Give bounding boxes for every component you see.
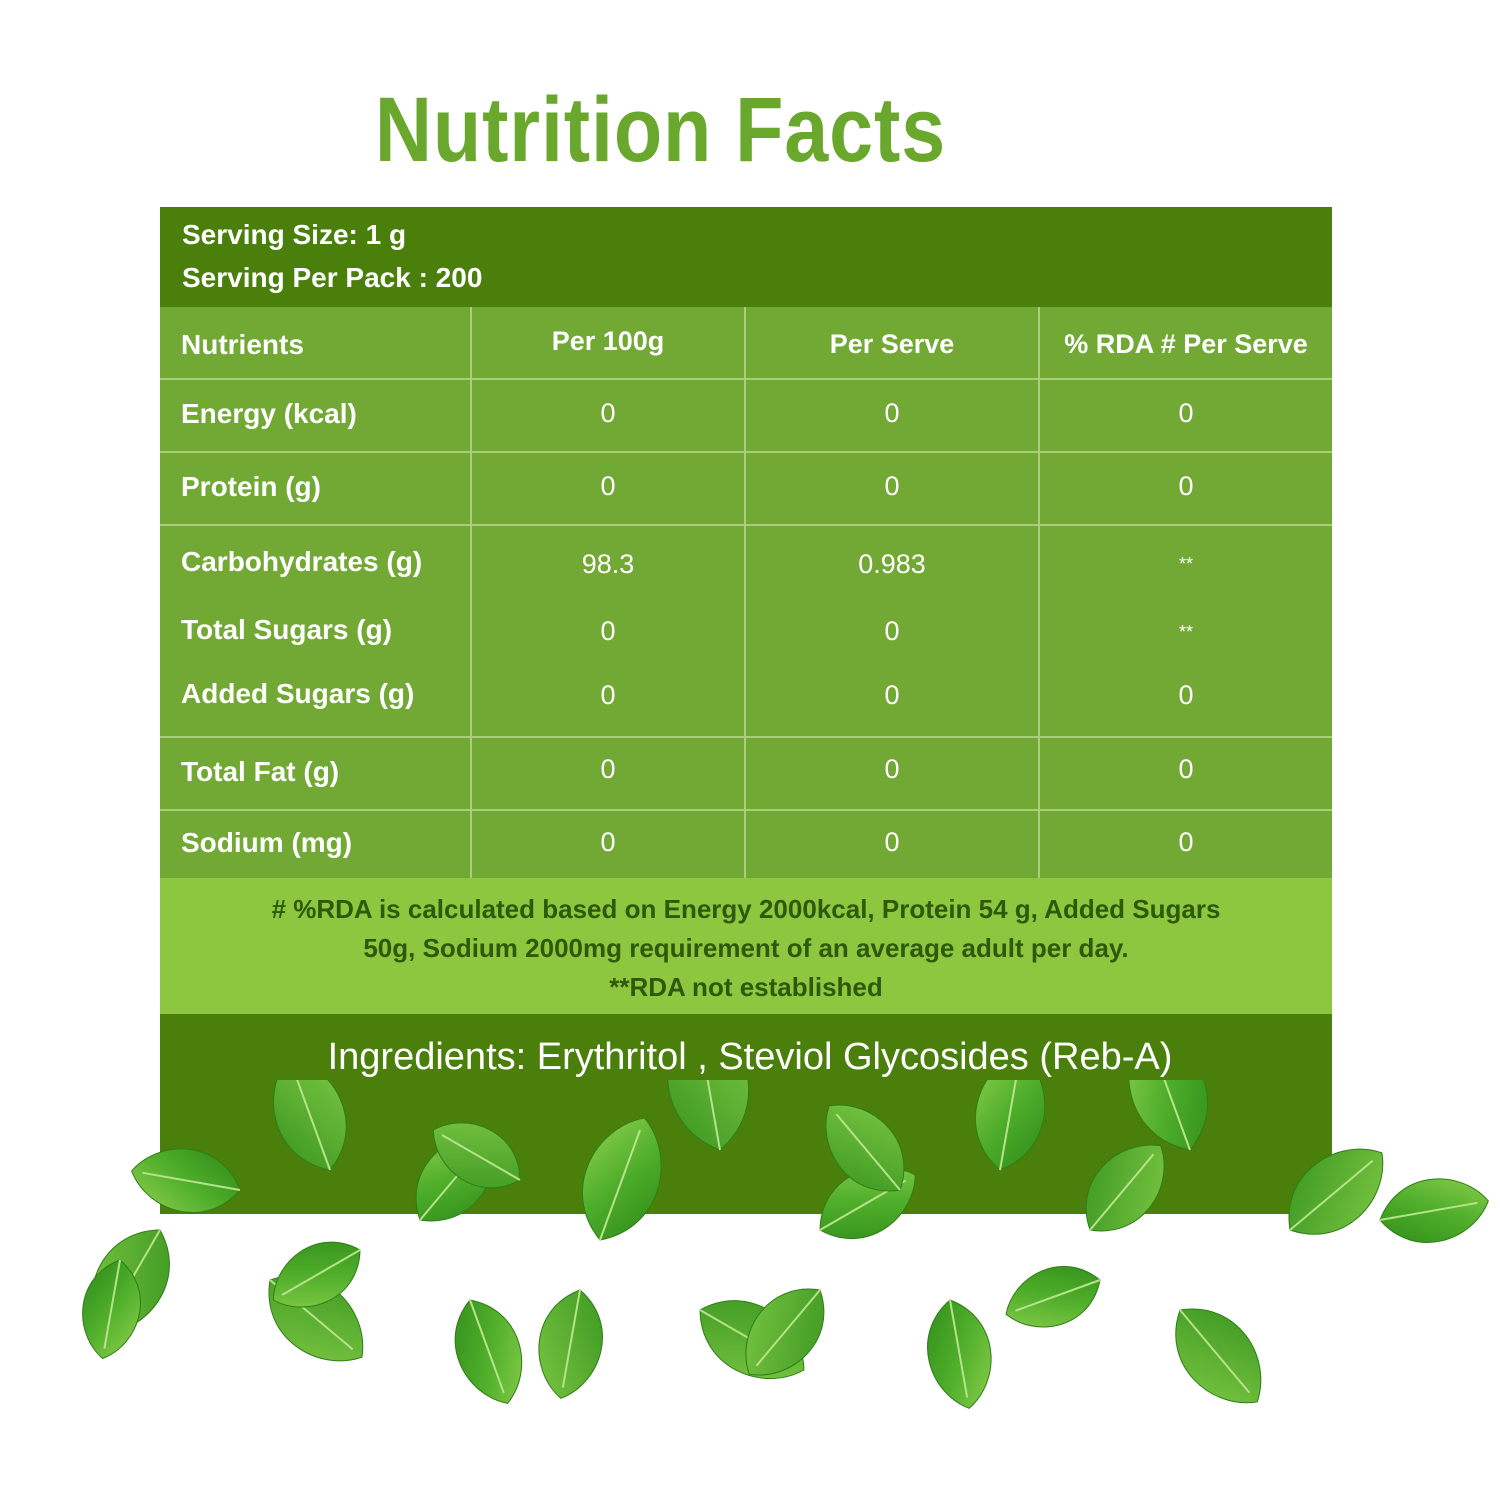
page-title: Nutrition Facts — [374, 79, 947, 181]
per-100g-value: 0 — [600, 680, 616, 710]
rda-value: 0 — [1178, 471, 1194, 501]
rda-value: 0 — [1178, 754, 1194, 784]
serving-size: Serving Size: 1 g — [182, 219, 407, 250]
leaf-vein — [1015, 1279, 1101, 1312]
leaf-vein — [142, 1171, 241, 1191]
per-serve-value: 0 — [884, 754, 900, 784]
leaf-vein — [697, 1080, 721, 1151]
rda-footnote: # %RDA is calculated based on Energy 200… — [160, 878, 1332, 1014]
ingredients-text: Ingredients: Erythritol , Steviol Glycos… — [327, 1036, 1173, 1078]
per-100g-value: 0 — [600, 827, 616, 857]
per-serve-value: 0.983 — [858, 549, 926, 579]
per-serve-value: 0 — [884, 616, 900, 646]
stevia-leaves-image — [82, 1080, 1489, 1409]
leaf-vein — [1289, 1159, 1374, 1231]
header-per-serve: Per Serve — [829, 329, 955, 359]
rda-value: 0 — [1178, 827, 1194, 857]
footnote-line: 50g, Sodium 2000mg requirement of an ave… — [363, 933, 1129, 963]
leaf-vein — [949, 1299, 969, 1398]
leaf-vein — [835, 1113, 901, 1191]
leaf-vein — [999, 1080, 1020, 1171]
leaf-vein — [441, 1134, 521, 1181]
serving-per-pack: Serving Per Pack : 200 — [182, 262, 483, 293]
leaf-vein — [599, 1129, 641, 1241]
table-row: Protein (g) 0 0 0 — [160, 451, 1332, 524]
nutrient-label: Protein (g) — [181, 471, 321, 502]
nutrient-label: Energy (kcal) — [181, 398, 357, 429]
leaf — [975, 1080, 1046, 1171]
leaf-vein — [281, 1249, 361, 1296]
leaf-vein — [755, 1289, 821, 1367]
header-rda: % RDA # Per Serve — [1064, 329, 1308, 359]
per-100g-value: 0 — [600, 754, 616, 784]
rda-value: 0 — [1178, 398, 1194, 428]
table-header-row: Nutrients Per 100g Per Serve % RDA # Per… — [160, 307, 1332, 378]
rda-value: ** — [1178, 554, 1193, 574]
serving-info: Serving Size: 1 g Serving Per Pack : 200 — [160, 207, 1332, 307]
per-100g-value: 0 — [600, 616, 616, 646]
leaf — [667, 1080, 750, 1151]
nutrient-label: Added Sugars (g) — [181, 678, 415, 709]
leaf-vein — [1089, 1153, 1155, 1231]
table-row: Sodium (mg) 0 0 0 — [160, 809, 1332, 882]
nutrient-label: Carbohydrates (g) — [181, 546, 423, 577]
nutrient-label: Total Fat (g) — [181, 756, 340, 787]
leaf-vein — [561, 1289, 581, 1388]
table-row-carbohydrates-group: Carbohydrates (g) Total Sugars (g) Added… — [160, 524, 1332, 736]
nutrient-label: Total Sugars (g) — [181, 614, 393, 645]
leaf-vein — [103, 1259, 121, 1349]
per-serve-value: 0 — [884, 398, 900, 428]
per-serve-value: 0 — [884, 471, 900, 501]
per-100g-value: 0 — [600, 471, 616, 501]
table-row: Energy (kcal) 0 0 0 — [160, 378, 1332, 451]
leaf-vein — [469, 1299, 505, 1394]
footnote-line: # %RDA is calculated based on Energy 200… — [271, 894, 1221, 924]
header-nutrients: Nutrients — [181, 329, 304, 360]
leaf — [1175, 1308, 1262, 1404]
rda-value: 0 — [1178, 680, 1194, 710]
leaf-vein — [292, 1080, 331, 1171]
nutrient-label: Sodium (mg) — [181, 827, 353, 858]
per-serve-value: 0 — [884, 680, 900, 710]
leaf-vein — [1149, 1080, 1191, 1151]
per-100g-value: 98.3 — [581, 549, 635, 579]
leaf-vein — [1379, 1201, 1478, 1221]
per-100g-value: 0 — [600, 398, 616, 428]
table-row: Total Fat (g) 0 0 0 — [160, 736, 1332, 809]
nutrition-table: Nutrients Per 100g Per Serve % RDA # Per… — [160, 307, 1332, 882]
leaf — [273, 1080, 347, 1171]
footnote-line: **RDA not established — [609, 972, 883, 1002]
leaf-vein — [1179, 1309, 1251, 1394]
per-serve-value: 0 — [884, 827, 900, 857]
rda-value: ** — [1178, 622, 1193, 642]
header-per-100g: Per 100g — [551, 326, 665, 356]
